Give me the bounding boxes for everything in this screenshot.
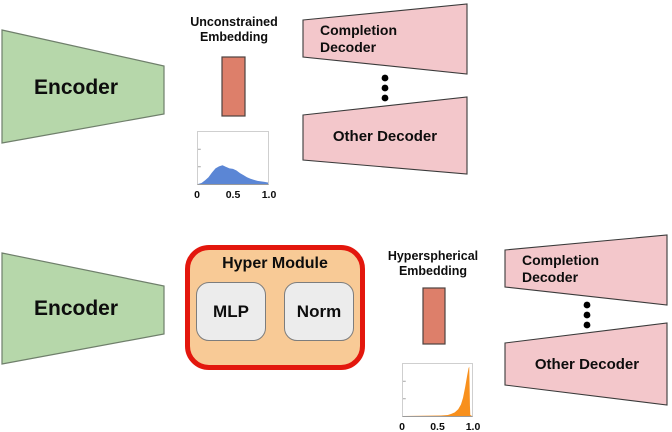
x-tick-label: 1.0 — [261, 189, 277, 201]
hyperspherical-embedding-label-line1: Hyperspherical — [387, 249, 479, 263]
hyperspherical-distribution-area — [403, 366, 472, 416]
ellipsis-dot — [583, 301, 591, 309]
completion-decoder-bottom-label: Completion Decoder — [522, 252, 599, 285]
hyperspherical-embedding-shape — [422, 287, 446, 345]
distribution-area-shape — [198, 165, 268, 184]
completion-decoder-bottom-shape — [504, 234, 668, 306]
x-tick-label: 0 — [194, 189, 200, 201]
hyperspherical-embedding-label: Hyperspherical Embedding — [374, 249, 492, 279]
ellipsis-dot — [583, 311, 591, 319]
unconstrained-distribution-area — [198, 148, 268, 184]
unconstrained-embedding-shape — [221, 56, 246, 117]
hyperspherical-plot-xticks: 0 0.5 1.0 — [391, 421, 484, 432]
mlp-box: MLP — [196, 282, 266, 341]
ellipsis-dot — [381, 84, 389, 92]
unconstrained-embedding-label-line1: Unconstrained — [190, 15, 278, 29]
ellipsis-dot — [583, 321, 591, 329]
hyper-module-title: Hyper Module — [222, 255, 328, 272]
norm-box: Norm — [284, 282, 354, 341]
other-decoder-bottom-shape — [504, 322, 668, 406]
hyperspherical-distribution-plot — [402, 363, 473, 417]
unconstrained-distribution-plot — [197, 131, 269, 185]
encoder-bottom-shape — [1, 252, 165, 365]
encoder-top-label: Encoder — [33, 76, 119, 99]
encoder-bottom-label: Encoder — [33, 297, 119, 320]
distribution-area-shape — [403, 366, 472, 416]
hyper-module: Hyper Module MLP Norm — [185, 245, 365, 370]
hyperspherical-embedding-label-line2: Embedding — [398, 264, 468, 278]
encoder-top-shape — [1, 29, 165, 144]
unconstrained-plot-xticks: 0 0.5 1.0 — [186, 189, 280, 201]
hyper-module-row: MLP Norm — [190, 282, 360, 341]
unconstrained-embedding-label: Unconstrained Embedding — [175, 15, 293, 45]
completion-decoder-top-label: Completion Decoder — [320, 22, 397, 55]
x-tick-label: 0.5 — [225, 189, 241, 201]
x-tick-label: 0.5 — [430, 421, 445, 432]
x-tick-label: 1.0 — [465, 421, 481, 432]
other-decoder-bottom-label: Other Decoder — [534, 356, 640, 373]
ellipsis-dots-bottom — [583, 301, 591, 329]
other-decoder-top-shape — [302, 96, 468, 175]
ellipsis-dot — [381, 94, 389, 102]
unconstrained-embedding-label-line2: Embedding — [199, 30, 269, 44]
ellipsis-dot — [381, 74, 389, 82]
ellipsis-dots-top — [381, 74, 389, 102]
other-decoder-top-label: Other Decoder — [332, 128, 438, 145]
x-tick-label: 0 — [399, 421, 405, 432]
completion-decoder-top-shape — [302, 3, 468, 75]
